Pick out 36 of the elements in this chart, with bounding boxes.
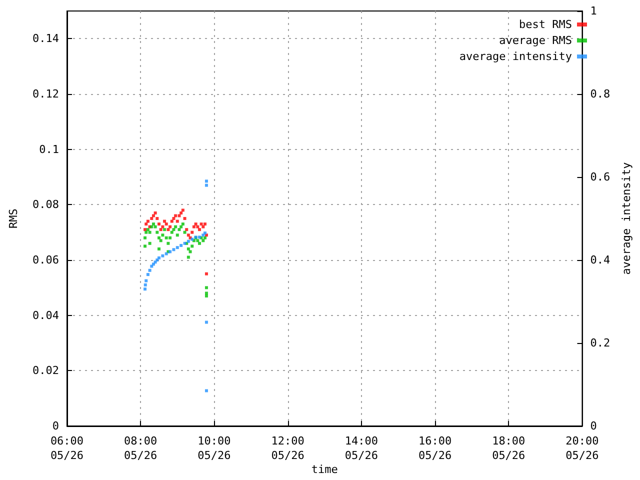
text: 05/26 bbox=[492, 449, 526, 462]
y2-tick-label: 0.2 bbox=[590, 336, 610, 350]
x-tick-label: 16:00 bbox=[418, 434, 452, 448]
y-tick-label: 0.08 bbox=[32, 198, 59, 212]
y2-tick-label: 0.4 bbox=[590, 254, 610, 266]
y2-axis-title: average intensity bbox=[620, 162, 633, 275]
legend-label: average RMS bbox=[499, 34, 572, 47]
y-tick-label: 0.1 bbox=[39, 142, 59, 156]
x-tick-label: 08:00 bbox=[124, 434, 158, 448]
x-tick-label: 20:00 bbox=[566, 434, 599, 448]
x-axis-title: time bbox=[311, 463, 338, 476]
y2-tick-label: 0.6 bbox=[590, 170, 610, 184]
y-tick-label: 0.04 bbox=[32, 308, 60, 322]
x-tick-label: 06:00 bbox=[50, 434, 84, 448]
x-tick-label: 18:00 bbox=[492, 434, 526, 448]
text: 05/26 bbox=[566, 449, 599, 462]
y-tick-label: 0.12 bbox=[32, 88, 59, 100]
x-tick-label: 14:00 bbox=[344, 434, 378, 448]
text: 05/26 bbox=[271, 449, 304, 462]
x-tick-label: 12:00 bbox=[271, 434, 304, 448]
text: 05/26 bbox=[50, 449, 84, 462]
x-tick-label: 10:00 bbox=[198, 434, 231, 448]
y2-tick-label: 0 bbox=[590, 420, 597, 432]
y-tick-label: 0.02 bbox=[32, 364, 59, 378]
y2-tick-label: 0.8 bbox=[590, 88, 610, 100]
text: 05/26 bbox=[418, 449, 452, 462]
legend-label: best RMS bbox=[519, 18, 572, 31]
legend-label: average intensity bbox=[459, 50, 572, 63]
text: 05/26 bbox=[124, 449, 158, 462]
text: 05/26 bbox=[344, 449, 378, 462]
y-axis-title: RMS bbox=[7, 208, 20, 228]
y-tick-label: 0.14 bbox=[32, 32, 60, 46]
text: 05/26 bbox=[198, 449, 231, 462]
y-tick-label: 0 bbox=[52, 420, 59, 432]
y2-tick-label: 1 bbox=[590, 4, 597, 18]
y-tick-label: 0.06 bbox=[32, 254, 59, 266]
